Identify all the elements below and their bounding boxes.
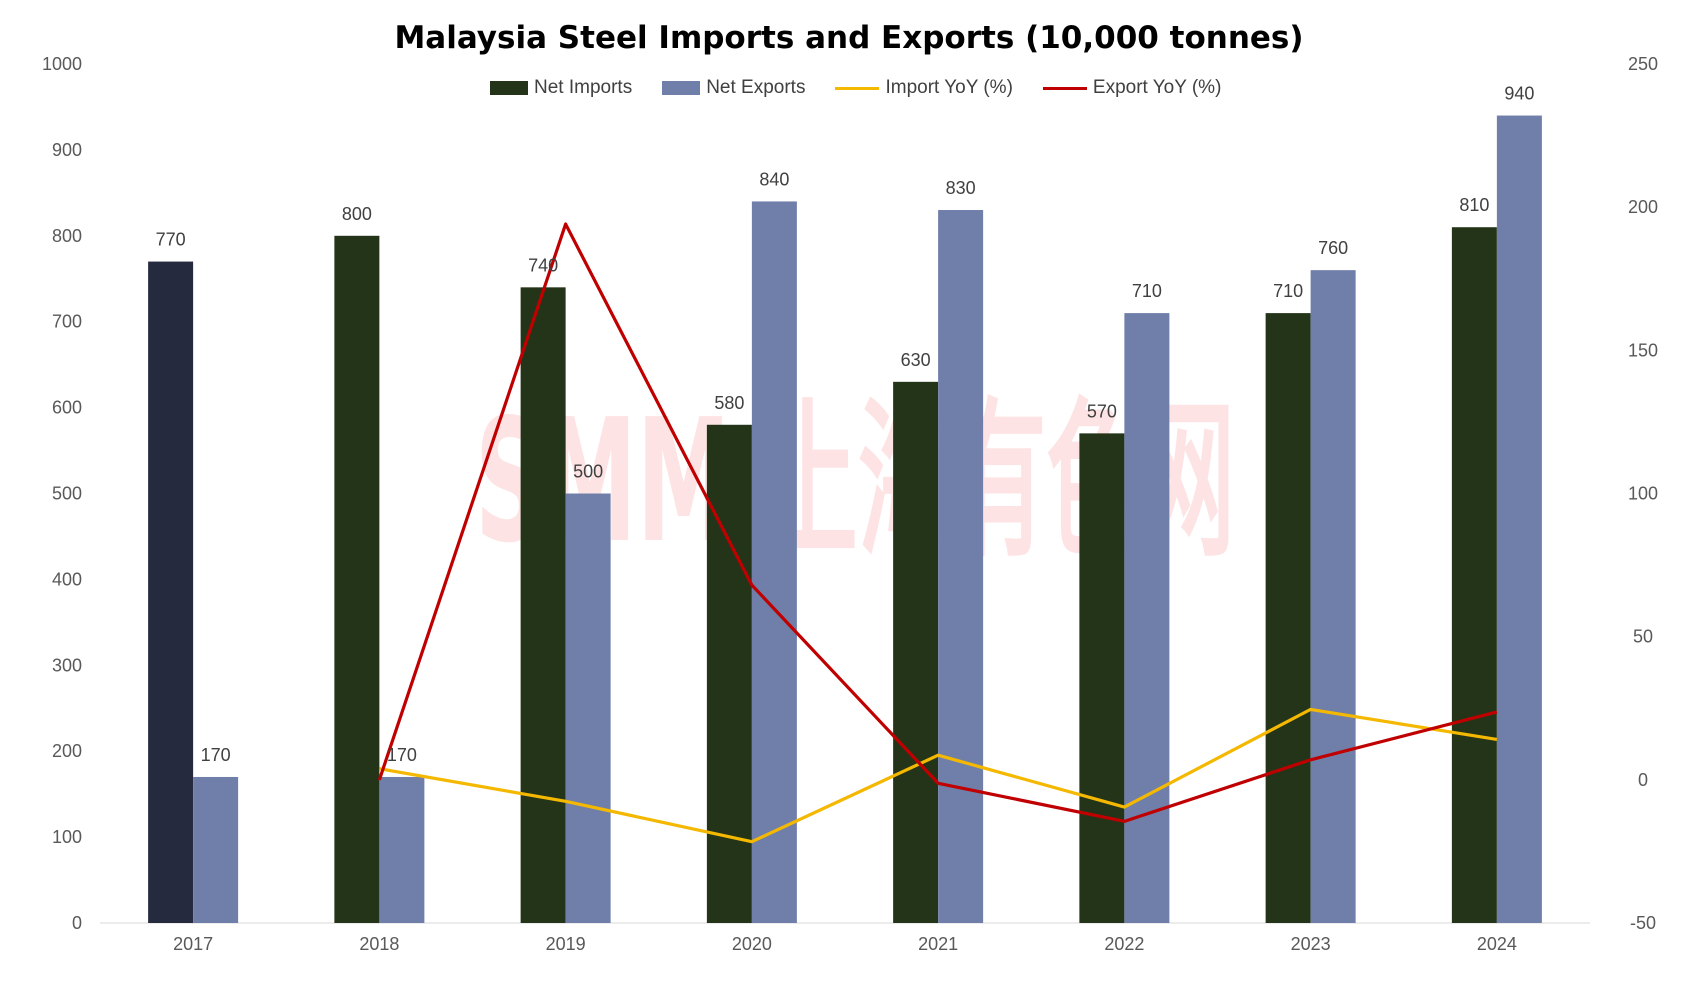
bar-net-imports (1451, 227, 1497, 923)
data-label-net-exports: 170 (387, 745, 417, 765)
data-label-net-exports: 830 (946, 178, 976, 198)
y-right-tick-label: 50 (1633, 627, 1653, 647)
y-left-tick-label: 100 (52, 827, 82, 847)
bar-net-exports (379, 776, 425, 923)
y-left-tick-label: 0 (72, 913, 82, 933)
y-right-tick-label: -50 (1630, 913, 1656, 933)
y-left-tick-label: 200 (52, 741, 82, 761)
data-label-net-imports: 710 (1273, 281, 1303, 301)
y-left-tick-label: 700 (52, 312, 82, 332)
x-tick-label: 2024 (1477, 934, 1517, 954)
legend-swatch-import-yoy (835, 86, 880, 90)
y-right-tick-label: 100 (1628, 484, 1658, 504)
bar-net-exports (751, 201, 797, 923)
legend-item-net-imports: Net Imports (490, 77, 632, 99)
y-left-tick-label: 900 (52, 140, 82, 160)
bar-net-imports (706, 424, 752, 923)
x-tick-label: 2020 (732, 934, 772, 954)
y-right-tick-label: 250 (1628, 54, 1658, 74)
x-tick-label: 2017 (173, 934, 213, 954)
bar-net-imports (520, 287, 566, 924)
legend-item-import-yoy: Import YoY (%) (835, 77, 1013, 99)
bar-net-exports (1310, 270, 1356, 923)
y-left-tick-label: 600 (52, 398, 82, 418)
line-export-yoy (377, 222, 1498, 823)
data-label-net-exports: 170 (201, 745, 231, 765)
line-import-yoy (379, 707, 1498, 844)
legend-label-import-yoy: Import YoY (%) (885, 77, 1013, 98)
legend-item-net-exports: Net Exports (662, 77, 805, 99)
y-left-tick-label: 1000 (42, 54, 82, 74)
legend-item-export-yoy: Export YoY (%) (1042, 77, 1222, 99)
y-right-tick-label: 200 (1628, 197, 1658, 217)
data-label-net-imports: 740 (528, 255, 558, 275)
chart-title: Malaysia Steel Imports and Exports (10,0… (394, 20, 1304, 56)
data-label-net-imports: 810 (1459, 195, 1489, 215)
y-left-tick-label: 500 (52, 484, 82, 504)
bar-net-exports (938, 210, 984, 923)
data-label-net-imports: 800 (342, 204, 372, 224)
legend-swatch-net-imports (490, 81, 528, 95)
data-label-net-imports: 770 (156, 230, 186, 250)
bar-net-exports (1124, 313, 1170, 923)
data-label-net-exports: 760 (1318, 238, 1348, 258)
x-tick-label: 2023 (1291, 934, 1331, 954)
bar-net-exports (565, 493, 611, 923)
x-tick-label: 2022 (1104, 934, 1144, 954)
data-label-net-exports: 500 (573, 462, 603, 482)
x-tick-label: 2018 (359, 934, 399, 954)
y-left-tick-label: 400 (52, 569, 82, 589)
bar-net-imports (1079, 433, 1125, 923)
legend-swatch-export-yoy (1042, 86, 1087, 90)
y-left-tick-label: 300 (52, 655, 82, 675)
data-label-net-imports: 580 (714, 393, 744, 413)
data-label-net-imports: 630 (901, 350, 931, 370)
x-tick-label: 2019 (546, 934, 586, 954)
data-label-net-exports: 940 (1504, 84, 1534, 104)
legend-label-net-exports: Net Exports (706, 77, 806, 98)
data-label-net-exports: 710 (1132, 281, 1162, 301)
y-right-tick-label: 150 (1628, 340, 1658, 360)
bar-net-exports (193, 776, 239, 923)
bar-net-imports (1265, 313, 1311, 923)
bar-net-imports (148, 261, 194, 923)
x-tick-label: 2021 (918, 934, 958, 954)
y-left-tick-label: 800 (52, 226, 82, 246)
y-right-tick-label: 0 (1638, 770, 1648, 790)
bar-net-imports (893, 381, 939, 924)
data-label-net-imports: 570 (1087, 401, 1117, 421)
bar-net-imports (334, 235, 380, 924)
bar-net-exports (1496, 115, 1542, 924)
legend-swatch-net-exports (662, 81, 701, 95)
legend: Net Imports Net Exports Import YoY (%) E… (490, 76, 1251, 100)
data-label-net-exports: 840 (759, 169, 789, 189)
legend-label-export-yoy: Export YoY (%) (1092, 77, 1222, 98)
legend-label-net-imports: Net Imports (534, 77, 633, 98)
